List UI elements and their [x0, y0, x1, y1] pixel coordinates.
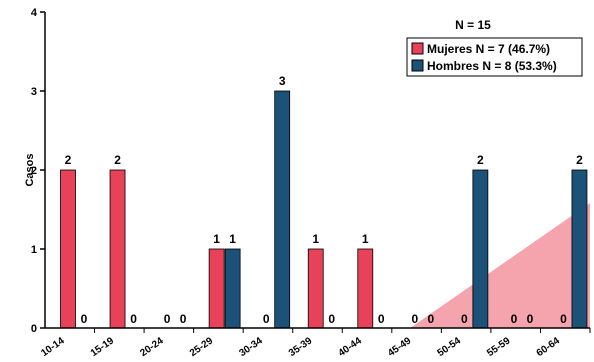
x-tick-label-55-59: 55-59 [485, 335, 513, 359]
value-label-mujeres-35-39: 1 [312, 232, 319, 246]
x-tick-label-50-54: 50-54 [436, 335, 464, 359]
y-tick-label-0: 0 [31, 323, 37, 335]
value-label-hombres-25-29: 1 [229, 232, 236, 246]
bar-mujeres-25-29 [208, 248, 225, 329]
value-label-mujeres-45-49: 0 [411, 312, 418, 326]
x-tick-label-10-14: 10-14 [39, 335, 67, 359]
value-label-hombres-50-54: 2 [477, 153, 484, 167]
x-tick-label-30-34: 30-34 [237, 335, 265, 359]
axes-group [40, 11, 591, 333]
x-tick-label-20-24: 20-24 [138, 335, 166, 359]
value-label-hombres-55-59: 0 [527, 312, 534, 326]
y-tick-label-1: 1 [31, 244, 37, 256]
y-tick-label-4: 4 [31, 7, 38, 19]
legend-label-hombres: Hombres N = 8 (53.3%) [427, 59, 557, 73]
x-tick-label-45-49: 45-49 [386, 335, 414, 359]
value-label-mujeres-60-64: 0 [560, 312, 567, 326]
legend: Mujeres N = 7 (46.7%) Hombres N = 8 (53.… [406, 37, 583, 77]
value-label-hombres-35-39: 0 [328, 312, 335, 326]
bar-mujeres-40-44 [357, 248, 374, 329]
value-label-hombres-45-49: 0 [427, 312, 434, 326]
value-label-mujeres-55-59: 0 [511, 312, 518, 326]
total-n-annotation: N = 15 [455, 18, 491, 32]
y-tick-label-3: 3 [31, 86, 37, 98]
legend-swatch-hombres [411, 59, 424, 72]
legend-swatch-mujeres [411, 42, 424, 55]
x-tick-label-15-19: 15-19 [89, 335, 117, 359]
value-label-mujeres-50-54: 0 [461, 312, 468, 326]
x-tick-label-60-64: 60-64 [535, 335, 563, 359]
y-axis-title: Casos [24, 153, 36, 186]
x-tick-label-25-29: 25-29 [188, 335, 216, 359]
value-label-mujeres-40-44: 1 [362, 232, 369, 246]
bar-mujeres-10-14 [60, 169, 76, 329]
value-label-hombres-40-44: 0 [378, 312, 385, 326]
value-label-hombres-15-19: 0 [130, 312, 137, 326]
y-tick-label-2: 2 [31, 165, 37, 177]
x-tick-label-40-44: 40-44 [337, 335, 365, 359]
value-label-mujeres-25-29: 1 [213, 232, 220, 246]
background-wedge [410, 203, 590, 328]
value-label-mujeres-20-24: 0 [164, 312, 171, 326]
y-tick-labels-group: 0 1 2 3 4 [31, 7, 38, 335]
value-label-hombres-10-14: 0 [81, 312, 88, 326]
legend-box [406, 37, 583, 77]
value-label-mujeres-10-14: 2 [65, 153, 72, 167]
bar-hombres-30-34 [274, 90, 291, 329]
bar-hombres-60-64 [571, 169, 588, 329]
bar-mujeres-15-19 [109, 169, 126, 329]
value-label-hombres-20-24: 0 [180, 312, 187, 326]
value-label-hombres-30-34: 3 [279, 74, 286, 88]
legend-label-mujeres: Mujeres N = 7 (46.7%) [427, 42, 550, 56]
value-label-hombres-60-64: 2 [576, 153, 583, 167]
bar-mujeres-35-39 [307, 248, 324, 329]
bar-hombres-25-29 [224, 248, 241, 329]
x-tick-labels-group: 10-14 15-19 20-24 25-29 30-34 35-39 40-44 45-49… [39, 335, 562, 359]
bar-hombres-50-54 [472, 169, 489, 329]
x-tick-label-35-39: 35-39 [287, 335, 315, 359]
value-label-mujeres-15-19: 2 [114, 153, 121, 167]
bars-group [60, 90, 588, 329]
value-label-mujeres-30-34: 0 [263, 312, 270, 326]
